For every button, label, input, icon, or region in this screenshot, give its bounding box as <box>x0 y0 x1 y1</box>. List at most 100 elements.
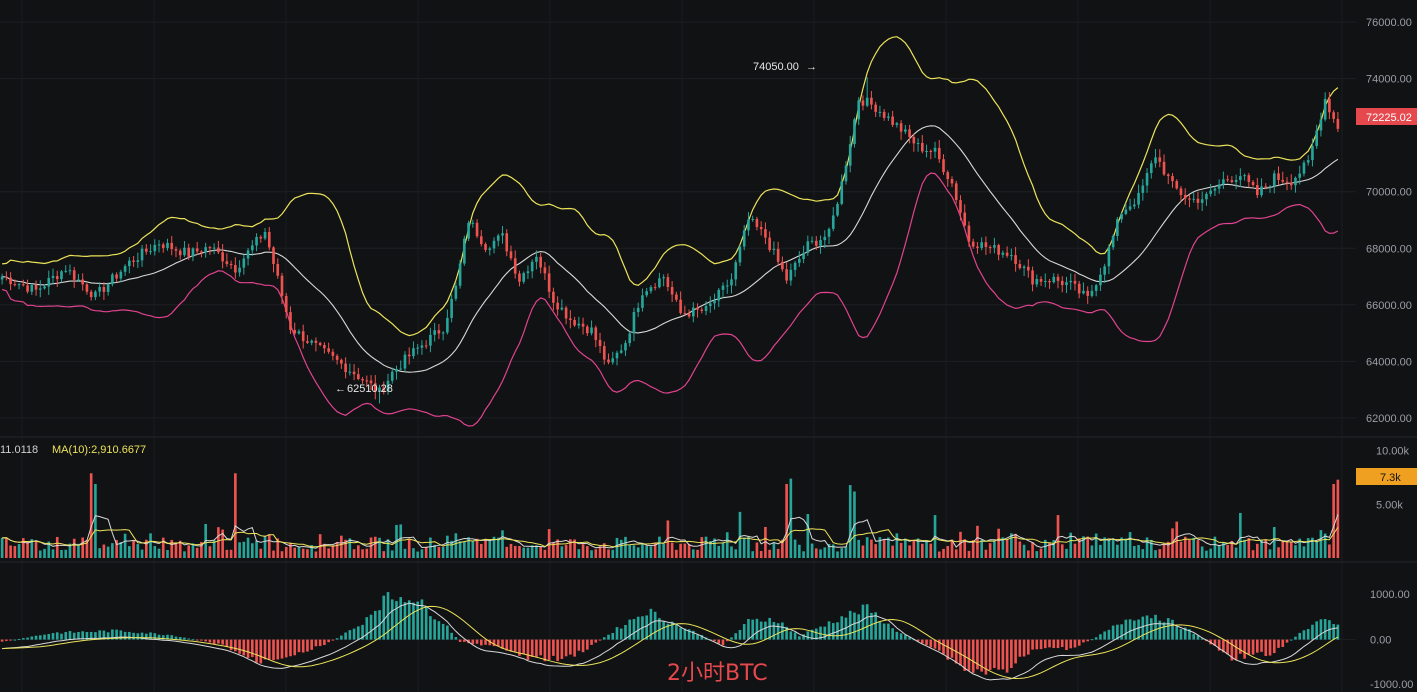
macd-histogram-bar <box>399 597 403 640</box>
candle-body <box>1154 157 1157 164</box>
volume-bar <box>9 545 12 558</box>
macd-histogram-bar <box>806 631 810 640</box>
macd-histogram-bar <box>1272 639 1276 654</box>
macd-histogram-bar <box>526 639 530 661</box>
volume-bar <box>450 540 453 558</box>
macd-histogram-bar <box>742 624 746 640</box>
macd-histogram-bar <box>1022 639 1026 657</box>
candle-body <box>865 97 869 106</box>
volume-bar <box>399 524 403 558</box>
macd-histogram-bar <box>217 639 220 644</box>
candle-body <box>1222 179 1225 185</box>
macd-histogram-bar <box>1319 619 1323 640</box>
price-tick-label: 70000.00 <box>1366 187 1412 199</box>
candle-body <box>204 247 207 253</box>
volume-bar <box>157 548 161 558</box>
candle-body <box>1141 185 1145 193</box>
volume-bar <box>361 549 364 558</box>
volume-bar <box>653 543 657 558</box>
candle-body <box>1209 190 1212 194</box>
candle-body <box>212 247 216 249</box>
volume-bar <box>1315 541 1318 558</box>
volume-bar <box>802 551 805 558</box>
volume-bar <box>246 537 250 558</box>
macd-pane[interactable] <box>0 592 1340 681</box>
candle-body <box>988 247 992 249</box>
volume-bar <box>178 540 182 558</box>
volume-bar <box>1149 539 1153 558</box>
volume-bar <box>920 543 924 558</box>
macd-histogram-bar <box>1120 624 1123 640</box>
volume-bar <box>594 549 598 558</box>
volume-last-tag <box>1356 468 1417 485</box>
macd-histogram-bar <box>446 625 449 640</box>
macd-histogram-bar <box>297 639 301 653</box>
macd-histogram-bar <box>942 639 945 655</box>
candle-body <box>819 240 822 246</box>
price-tick-label: 66000.00 <box>1366 300 1412 312</box>
candle-body <box>1090 290 1094 296</box>
volume-bar <box>68 543 72 558</box>
volume-bar <box>1065 548 1068 558</box>
candle-body <box>318 342 322 345</box>
candle-body <box>539 256 542 268</box>
macd-histogram-bar <box>844 617 848 640</box>
macd-histogram-bar <box>675 623 678 640</box>
volume-bar <box>759 551 763 558</box>
volume-pane[interactable] <box>0 473 1340 558</box>
macd-histogram-bar <box>98 630 101 640</box>
candle-body <box>530 261 534 272</box>
macd-histogram-bar <box>658 618 661 640</box>
macd-histogram-bar <box>725 639 729 642</box>
candle-body <box>501 233 504 236</box>
candle-body <box>1111 236 1115 248</box>
macd-histogram-bar <box>259 639 263 664</box>
macd-histogram-bar <box>1188 629 1191 640</box>
candle-body <box>255 236 258 246</box>
volume-bar <box>310 545 313 558</box>
candle-body <box>564 307 568 319</box>
candle-body <box>556 302 559 310</box>
macd-histogram-bar <box>636 616 640 640</box>
volume-bar <box>479 543 483 558</box>
candle-body <box>195 248 199 252</box>
volume-bar <box>645 545 648 558</box>
candle-body <box>1162 161 1166 175</box>
candle-body <box>437 330 441 334</box>
price-pane[interactable] <box>0 36 1340 427</box>
volume-bar <box>1196 540 1200 558</box>
macd-histogram-bar <box>925 639 928 646</box>
candle-body <box>793 262 797 270</box>
volume-bar <box>1251 550 1255 558</box>
candle-body <box>1260 186 1263 196</box>
candle-body <box>1247 175 1251 182</box>
macd-histogram-bar <box>1048 639 1051 648</box>
candle-body <box>463 238 466 264</box>
candle-body <box>950 179 954 184</box>
macd-histogram-bar <box>577 639 581 651</box>
volume-bar <box>323 543 326 558</box>
candle-body <box>997 245 1000 255</box>
macd-histogram-bar <box>1289 639 1293 641</box>
macd-histogram-bar <box>225 639 229 647</box>
volume-bar <box>721 542 725 558</box>
volume-bar <box>1018 541 1022 558</box>
macd-histogram-bar <box>1243 639 1246 659</box>
volume-bar <box>764 526 767 558</box>
volume-bar <box>208 546 212 558</box>
volume-bar <box>666 520 670 558</box>
bb-lower-line <box>1 172 1339 427</box>
volume-bar <box>501 530 504 558</box>
candle-body <box>836 203 839 216</box>
candle-body <box>806 241 810 253</box>
macd-histogram-bar <box>946 639 950 660</box>
candle-body <box>658 278 661 288</box>
candle-body <box>123 266 127 272</box>
volume-bar <box>454 533 458 558</box>
candle-body <box>670 287 674 295</box>
volume-bar <box>560 546 564 558</box>
volume-bar <box>1124 538 1128 558</box>
candle-body <box>1082 290 1085 294</box>
